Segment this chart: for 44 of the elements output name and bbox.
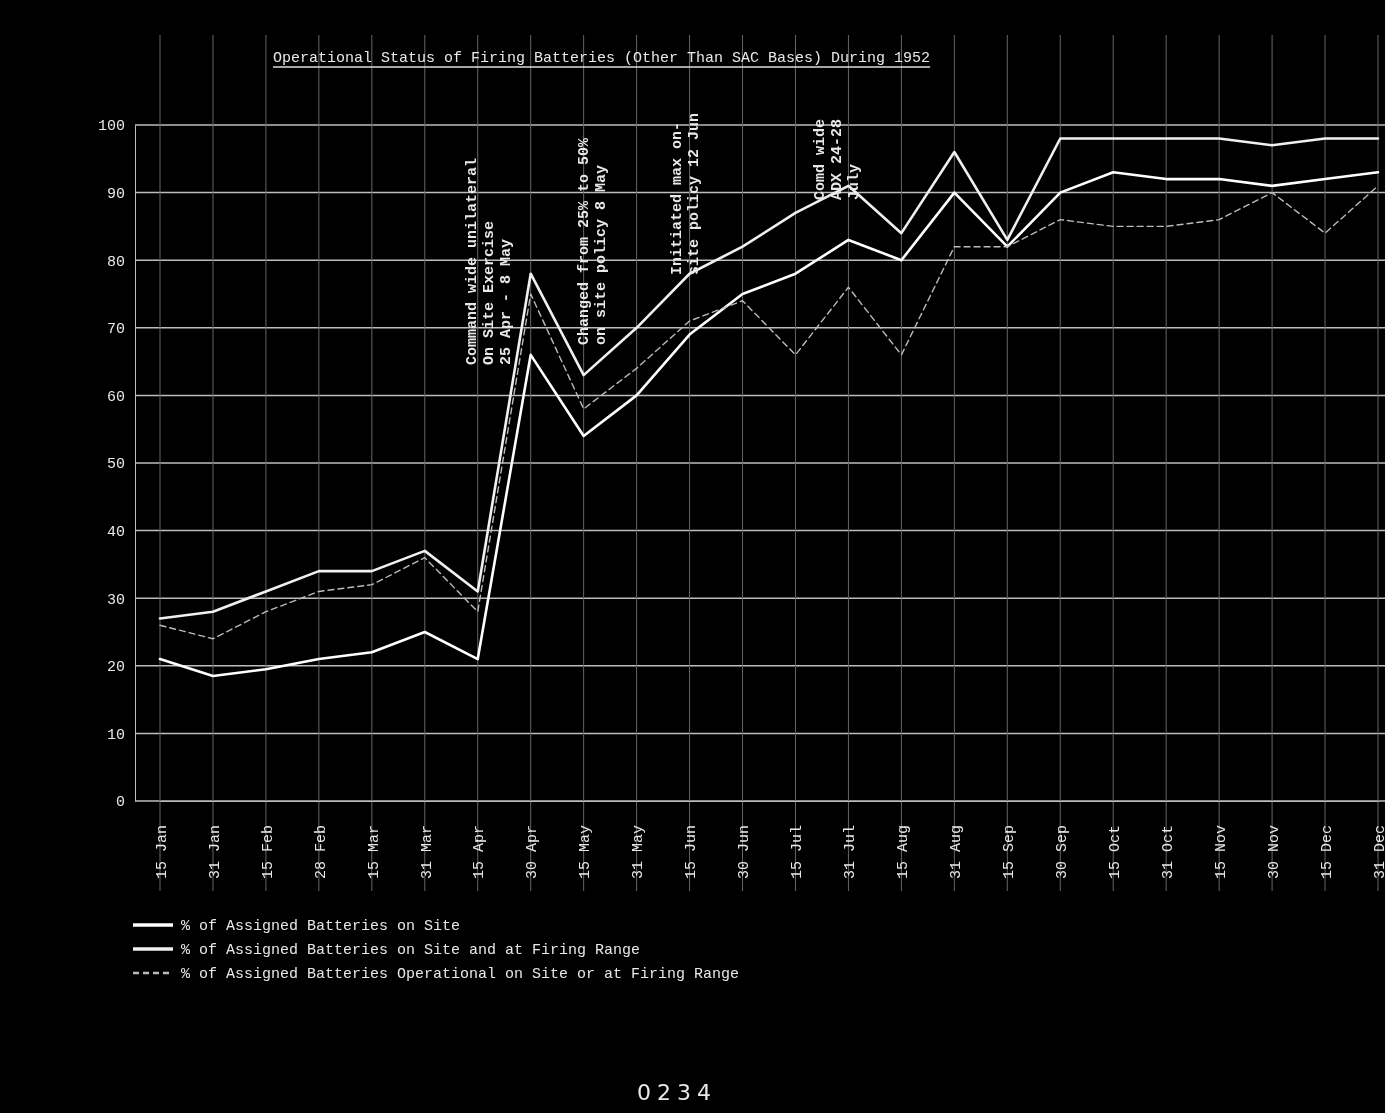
legend-label: % of Assigned Batteries on Site [181, 918, 461, 935]
annotation: Command wide unilateral On Site Exercise 25 Apr - 8 May [464, 157, 515, 365]
x-tick-label: 15 Mar [365, 825, 383, 880]
annotation: Initiated max on- site policy 12 Jun [669, 112, 703, 275]
x-tick-label: 15 Nov [1212, 825, 1230, 880]
x-tick-label: 15 Sep [1001, 825, 1019, 880]
annotation: Changed from 25% to 50% on site policy 8 May [576, 136, 610, 345]
x-tick-label: 28 Feb [312, 825, 330, 880]
y-tick-label: 20 [106, 659, 125, 677]
x-tick-label: 31 Aug [948, 825, 966, 880]
x-tick-label: 15 Feb [259, 825, 277, 880]
x-tick-label: 30 Nov [1265, 825, 1283, 880]
y-tick-label: 50 [106, 456, 125, 474]
legend-label: % of Assigned Batteries Operational on Site or at Firing Range [181, 966, 740, 983]
annotation: Comd wide ADX 24-28 July [812, 118, 863, 200]
x-tick-label: 31 Dec [1371, 825, 1385, 880]
y-tick-label: 60 [106, 388, 125, 406]
x-tick-label: 15 Jan [153, 825, 171, 880]
legend-label: % of Assigned Batteries on Site and at Firing Range [181, 942, 641, 959]
y-tick-label: 70 [106, 321, 125, 339]
x-tick-label: 15 Jul [789, 825, 807, 880]
x-tick-label: 15 Apr [471, 825, 489, 880]
x-tick-label: 31 May [630, 825, 648, 880]
y-tick-label: 90 [106, 185, 125, 203]
x-tick-label: 15 Jun [683, 825, 701, 880]
x-tick-label: 15 Oct [1106, 825, 1124, 880]
y-tick-label: 10 [106, 726, 125, 744]
x-tick-label: 15 May [577, 825, 595, 880]
y-tick-label: 0 [115, 794, 125, 812]
x-tick-label: 31 Jan [206, 825, 224, 880]
x-tick-label: 31 Jul [842, 825, 860, 880]
y-tick-label: 100 [97, 118, 125, 136]
x-tick-label: 15 Dec [1318, 825, 1336, 880]
chart-title: Operational Status of Firing Batteries (Other Than SAC Bases) During 1952 [273, 50, 931, 67]
x-tick-label: 15 Aug [895, 825, 913, 880]
x-tick-label: 31 Oct [1159, 825, 1177, 880]
text: 0234 [637, 1080, 717, 1105]
x-tick-label: 31 Mar [418, 825, 436, 880]
x-tick-label: 30 Jun [736, 825, 754, 880]
x-tick-label: 30 Apr [524, 825, 542, 880]
y-tick-label: 40 [106, 523, 125, 541]
y-tick-label: 80 [106, 253, 125, 271]
y-tick-label: 30 [106, 591, 125, 609]
x-tick-label: 30 Sep [1054, 825, 1072, 880]
